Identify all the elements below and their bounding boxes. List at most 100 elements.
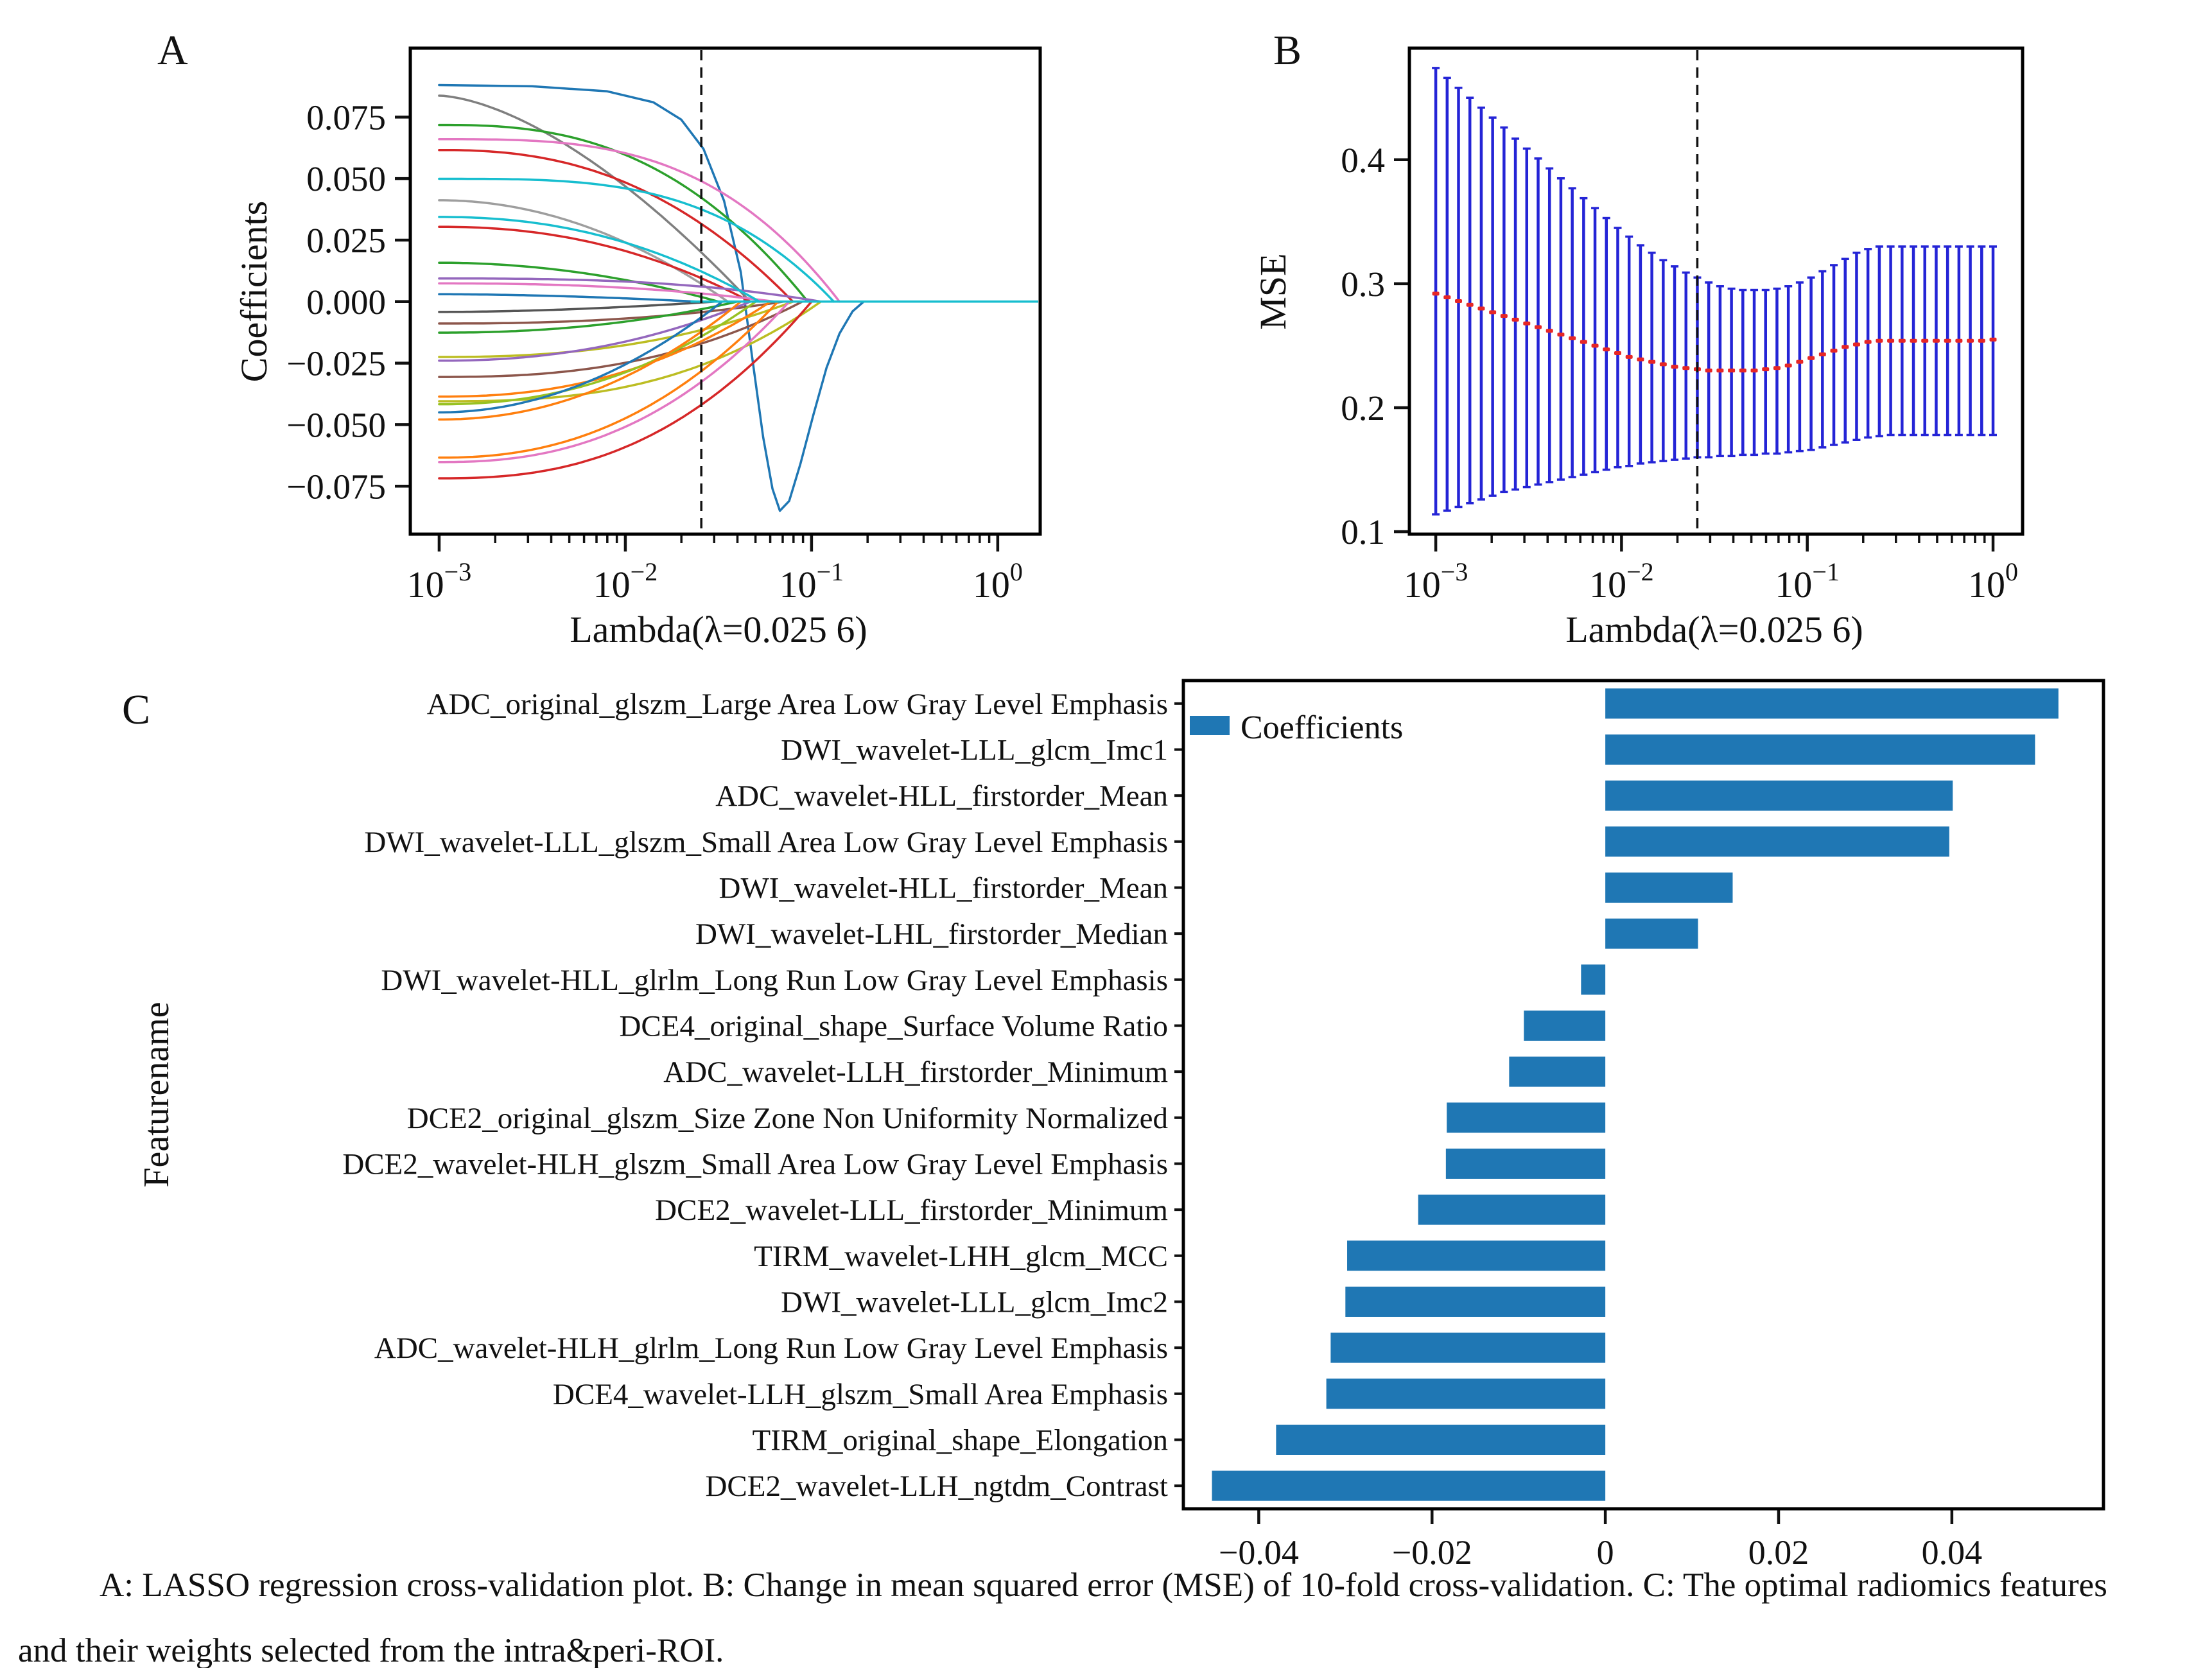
feature-label: ADC_wavelet-HLH_glrlm_Long Run Low Gray … xyxy=(374,1332,1168,1365)
coefficient-bar xyxy=(1605,873,1733,903)
coefficient-path xyxy=(438,261,720,303)
mean-mse-marker xyxy=(1955,338,1963,343)
feature-label: DCE2_wavelet-LLL_firstorder_Minimum xyxy=(655,1194,1168,1227)
mean-mse-marker xyxy=(1818,352,1826,356)
legend-label: Coefficients xyxy=(1241,709,1403,746)
coefficient-path xyxy=(438,300,779,459)
mean-mse-marker xyxy=(1614,351,1621,356)
coefficient-path xyxy=(438,216,761,303)
y-tick-label: 0.000 xyxy=(306,282,386,322)
panel-c-plot: ADC_original_glszm_Large Area Low Gray L… xyxy=(342,679,2105,1572)
panel-c-ylabel: Featurename xyxy=(137,1002,177,1187)
caption-line-2: and their weights selected from the intr… xyxy=(18,1632,724,1668)
mean-mse-marker xyxy=(1898,338,1906,343)
feature-label: TIRM_original_shape_Elongation xyxy=(753,1424,1168,1457)
panel-b-xlabel: Lambda(λ=0.025 6) xyxy=(1565,609,1863,650)
feature-label: DWI_wavelet-HLL_glrlm_Long Run Low Gray … xyxy=(381,964,1168,997)
y-tick-label: 0.025 xyxy=(306,221,386,260)
panel-a-ylabel: Coefficients xyxy=(233,201,275,382)
mean-mse-marker xyxy=(1773,366,1781,370)
coefficient-path xyxy=(438,300,772,398)
x-tick-label: 0.02 xyxy=(1748,1533,1809,1572)
mean-mse-marker xyxy=(1739,369,1746,373)
mean-mse-marker xyxy=(1932,338,1940,343)
x-tick-label: 100 xyxy=(1968,557,2018,605)
feature-label: DWI_wavelet-LLL_glcm_Imc1 xyxy=(781,734,1168,767)
coefficient-bar xyxy=(1605,734,2035,765)
mean-mse-marker xyxy=(1876,338,1883,343)
coefficient-path xyxy=(438,277,823,303)
mean-mse-marker xyxy=(1967,338,1974,343)
coefficient-path xyxy=(438,83,865,512)
panel-b-letter: B xyxy=(1273,27,1302,74)
x-tick-label: −0.02 xyxy=(1392,1533,1472,1572)
coefficient-path xyxy=(438,123,809,303)
coefficient-path xyxy=(438,300,785,325)
mean-mse-marker xyxy=(1978,338,1985,343)
y-tick-label: −0.025 xyxy=(286,344,386,383)
feature-label: DCE2_wavelet-HLH_glszm_Small Area Low Gr… xyxy=(342,1148,1168,1181)
mean-mse-marker xyxy=(1682,366,1690,370)
mean-mse-marker xyxy=(1716,369,1724,373)
axes-frame xyxy=(1407,46,2025,536)
legend-swatch xyxy=(1190,716,1230,735)
coefficient-bar xyxy=(1212,1470,1606,1501)
y-tick-label: 0.2 xyxy=(1341,388,1385,428)
x-tick-label: 0.04 xyxy=(1922,1533,1983,1572)
coefficient-path xyxy=(438,300,751,362)
mean-mse-marker xyxy=(1852,342,1860,347)
mean-mse-marker xyxy=(1569,336,1576,340)
panel-a-xlabel: Lambda(λ=0.025 6) xyxy=(570,609,867,650)
feature-label: DWI_wavelet-HLL_firstorder_Mean xyxy=(719,872,1169,905)
coefficient-path xyxy=(438,300,804,378)
x-tick-label: 10−3 xyxy=(407,557,472,605)
coefficient-path xyxy=(438,94,751,303)
x-tick-label: 10−1 xyxy=(779,557,844,605)
coefficient-path xyxy=(438,293,697,303)
coefficient-bar xyxy=(1605,780,1953,811)
coefficient-bar xyxy=(1509,1056,1606,1087)
x-tick-label: 100 xyxy=(973,557,1023,605)
mean-mse-marker xyxy=(1864,340,1872,344)
x-tick-label: 10−2 xyxy=(1589,557,1654,605)
mean-mse-marker xyxy=(1443,295,1451,300)
y-tick-label: 0.3 xyxy=(1341,265,1385,304)
feature-label: ADC_wavelet-LLH_firstorder_Minimum xyxy=(663,1056,1168,1089)
coefficient-bar xyxy=(1447,1102,1606,1133)
y-tick-label: −0.075 xyxy=(286,467,386,506)
mean-mse-marker xyxy=(1557,333,1565,337)
x-tick-label: −0.04 xyxy=(1219,1533,1299,1572)
mean-mse-marker xyxy=(1625,354,1633,359)
axes-frame xyxy=(1181,679,2105,1511)
y-tick-label: 0.4 xyxy=(1341,141,1385,180)
coefficient-path xyxy=(438,300,794,358)
coefficient-bar xyxy=(1605,688,2059,719)
panel-b-plot: 10−3 10−2 10−1 100 0.4 0.3 0.2 0.1 xyxy=(1341,46,2025,605)
feature-label: ADC_wavelet-HLL_firstorder_Mean xyxy=(715,779,1168,813)
mean-mse-marker xyxy=(1887,338,1895,343)
mean-mse-marker xyxy=(1910,338,1917,343)
feature-label: TIRM_wavelet-LHH_glcm_MCC xyxy=(754,1240,1168,1273)
x-tick-label: 10−3 xyxy=(1404,557,1468,605)
feature-label: DWI_wavelet-LLL_glszm_Small Area Low Gra… xyxy=(364,826,1168,859)
y-tick-label: 0.075 xyxy=(306,98,386,137)
coefficient-path xyxy=(438,300,716,313)
panel-b-ylabel: MSE xyxy=(1252,253,1294,329)
mean-mse-marker xyxy=(1523,321,1531,326)
mean-mse-marker xyxy=(1466,302,1474,307)
x-tick-label: 0 xyxy=(1597,1533,1614,1572)
feature-label: DWI_wavelet-LLL_glcm_Imc2 xyxy=(781,1286,1168,1319)
coefficient-bar xyxy=(1605,918,1698,949)
mean-mse-marker xyxy=(1762,367,1770,372)
feature-label: DCE4_original_shape_Surface Volume Ratio xyxy=(619,1010,1168,1043)
y-tick-label: 0.1 xyxy=(1341,512,1385,552)
x-tick-label: 10−2 xyxy=(593,557,658,605)
mean-mse-marker xyxy=(1637,357,1644,361)
coefficient-bar xyxy=(1276,1425,1606,1455)
coefficient-path xyxy=(438,300,813,480)
y-tick-label: 0.050 xyxy=(306,159,386,198)
mean-mse-marker xyxy=(1489,310,1497,315)
feature-label: DCE2_wavelet-LLH_ngtdm_Contrast xyxy=(705,1470,1168,1503)
mean-mse-marker xyxy=(1921,338,1929,343)
